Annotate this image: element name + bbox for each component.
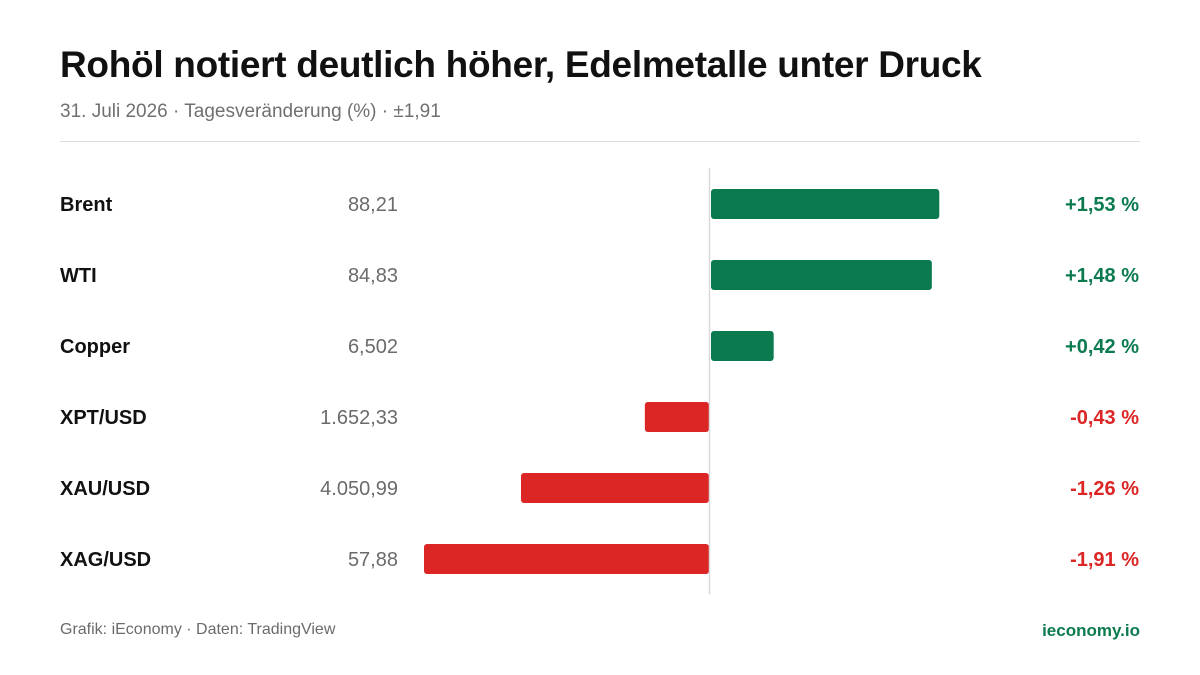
price-label: 1.652,33 — [320, 407, 398, 429]
value-label: -1,26 % — [1070, 478, 1139, 500]
price-label: 84,83 — [348, 265, 398, 287]
bar — [644, 402, 709, 432]
category-label: Brent — [60, 194, 113, 216]
price-label: 6,502 — [348, 336, 398, 358]
category-label: XAU/USD — [60, 478, 150, 500]
value-label: -0,43 % — [1070, 407, 1139, 429]
header-divider — [60, 141, 1140, 142]
value-label: -1,91 % — [1070, 549, 1139, 571]
category-label: XPT/USD — [60, 407, 147, 429]
footer-source: Grafik: iEconomy · Daten: TradingView — [60, 621, 336, 638]
chart-title: Rohöl notiert deutlich höher, Edelmetall… — [60, 44, 982, 85]
value-label: +0,42 % — [1065, 336, 1139, 358]
bar — [711, 331, 774, 361]
category-label: Copper — [60, 336, 130, 358]
bar — [711, 260, 932, 290]
category-label: XAG/USD — [60, 549, 151, 571]
bar — [711, 189, 940, 219]
value-label: +1,53 % — [1065, 194, 1139, 216]
price-label: 4.050,99 — [320, 478, 398, 500]
price-label: 88,21 — [348, 194, 398, 216]
category-label: WTI — [60, 265, 97, 287]
price-label: 57,88 — [348, 549, 398, 571]
value-label: +1,48 % — [1065, 265, 1139, 287]
footer-brand-link[interactable]: ieconomy.io — [1042, 621, 1140, 640]
chart-subtitle: 31. Juli 2026 · Tagesveränderung (%) · ±… — [60, 101, 441, 122]
bar — [424, 544, 709, 574]
bar — [520, 473, 709, 503]
